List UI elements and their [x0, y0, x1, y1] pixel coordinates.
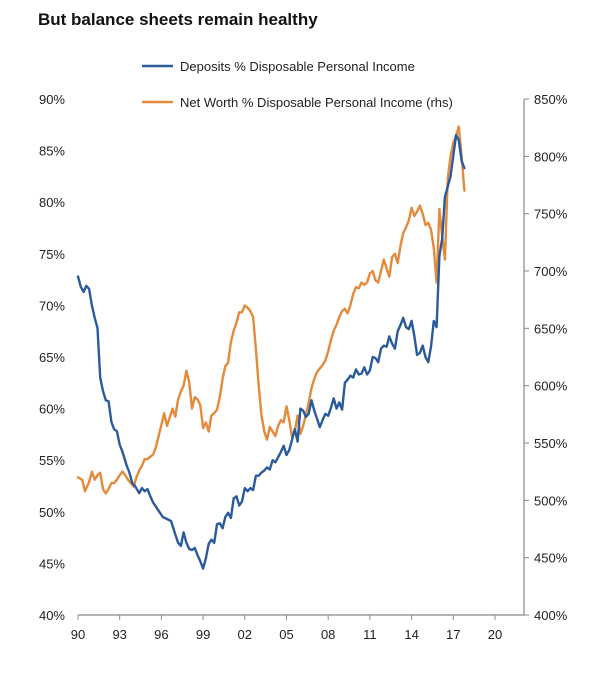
x-tick-label: 02	[238, 627, 252, 642]
deposits-series-line	[76, 133, 466, 570]
x-tick-label: 08	[321, 627, 335, 642]
right-y-tick-label: 550%	[534, 436, 568, 451]
x-tick-label: 20	[488, 627, 502, 642]
right-y-tick-label: 750%	[534, 207, 568, 222]
x-tick-label: 14	[404, 627, 418, 642]
left-y-tick-label: 45%	[39, 556, 65, 571]
left-y-tick-label: 55%	[39, 453, 65, 468]
left-y-tick-label: 40%	[39, 608, 65, 623]
x-tick-label: 90	[71, 627, 85, 642]
net-worth-series-line	[76, 125, 466, 495]
x-tick-label: 93	[112, 627, 126, 642]
left-y-tick-label: 90%	[39, 92, 65, 107]
x-tick-label: 11	[363, 627, 377, 642]
right-y-tick-label: 700%	[534, 264, 568, 279]
right-y-tick-label: 400%	[534, 608, 568, 623]
left-y-tick-label: 75%	[39, 247, 65, 262]
right-y-tick-label: 600%	[534, 379, 568, 394]
left-y-tick-label: 70%	[39, 298, 65, 313]
left-y-tick-label: 65%	[39, 350, 65, 365]
x-tick-label: 99	[196, 627, 210, 642]
series-lines	[76, 125, 466, 570]
x-tick-label: 17	[446, 627, 460, 642]
chart-title: But balance sheets remain healthy	[38, 10, 318, 29]
legend: Deposits % Disposable Personal Income Net…	[142, 59, 453, 110]
x-tick-label: 05	[279, 627, 293, 642]
left-y-tick-label: 85%	[39, 144, 65, 159]
right-y-tick-label: 500%	[534, 493, 568, 508]
right-y-tick-label: 850%	[534, 92, 568, 107]
left-y-tick-label: 50%	[39, 505, 65, 520]
right-y-tick-label: 650%	[534, 321, 568, 336]
legend-label: Deposits % Disposable Personal Income	[180, 59, 415, 74]
left-y-tick-label: 80%	[39, 195, 65, 210]
left-y-tick-label: 60%	[39, 402, 65, 417]
right-y-tick-label: 450%	[534, 551, 568, 566]
x-tick-label: 96	[154, 627, 168, 642]
right-y-tick-label: 800%	[534, 149, 568, 164]
legend-label: Net Worth % Disposable Personal Income (…	[180, 95, 453, 110]
axes: 90 93 96 99 02 05 08 11 14 17 20 40% 45% 50% 55% 60% 65%…	[39, 92, 568, 642]
